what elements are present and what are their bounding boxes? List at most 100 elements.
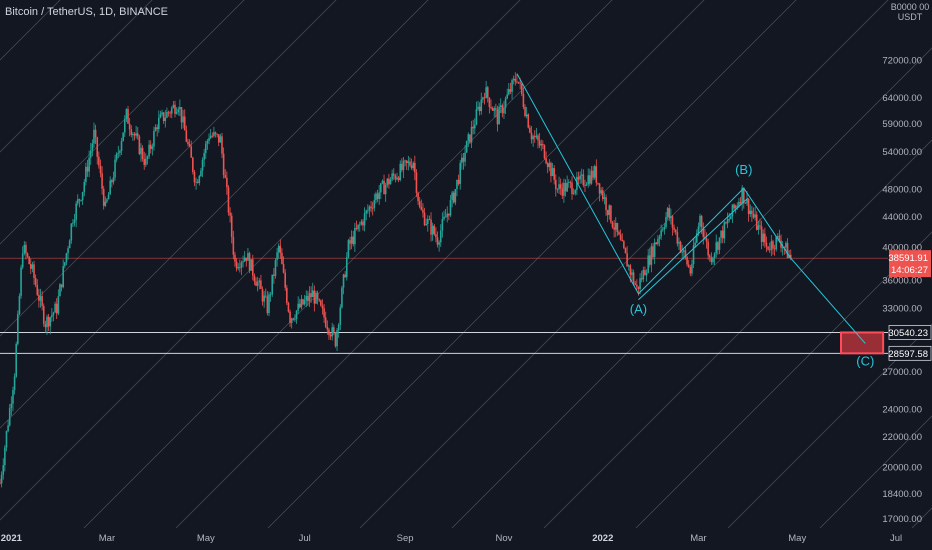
candle-body — [125, 109, 128, 119]
candle-body — [410, 165, 413, 169]
candle-body — [755, 214, 758, 230]
candle-body — [250, 259, 252, 271]
candle-body — [104, 201, 107, 206]
candle-body — [648, 255, 651, 265]
candle-body — [710, 257, 713, 263]
candle-body — [525, 114, 528, 117]
candle-body — [295, 310, 298, 320]
candle-body — [556, 189, 559, 190]
price-tick-label: 18400.00 — [882, 489, 922, 500]
candle-body — [303, 300, 306, 305]
candle-body — [243, 257, 246, 262]
candle-body — [98, 156, 100, 166]
candlestick-series — [0, 72, 792, 488]
candle-body — [770, 241, 773, 251]
candle-body — [209, 135, 212, 139]
time-axis[interactable]: 2021 Mar May Jul Sep Nov 2022 Mar May Jul — [1, 533, 902, 544]
candle-body — [428, 219, 431, 220]
candle-body — [211, 135, 214, 137]
candle-body — [496, 109, 499, 125]
candle-body — [313, 290, 316, 304]
candle-body — [564, 182, 567, 192]
candle-body — [537, 135, 539, 141]
level-badge-label: 28597.58 — [888, 349, 928, 360]
candle-body — [328, 329, 330, 335]
candle-body — [674, 229, 677, 233]
candle-body — [684, 250, 687, 257]
candle-body — [51, 314, 53, 318]
candle-body — [4, 447, 6, 466]
time-tick-label: Mar — [99, 533, 115, 544]
wave-path — [516, 73, 866, 344]
candle-body — [149, 144, 152, 149]
candle-body — [159, 114, 162, 118]
candle-body — [658, 236, 661, 240]
candle-body — [17, 314, 19, 344]
candle-body — [240, 262, 243, 268]
candle-body — [307, 296, 309, 302]
candle-body — [133, 133, 136, 136]
candle-body — [551, 168, 554, 177]
candle-body — [94, 129, 97, 138]
candle-body — [470, 126, 473, 143]
candle-body — [744, 202, 747, 204]
candle-body — [329, 334, 332, 337]
candle-body — [665, 216, 667, 228]
candle-body — [146, 156, 149, 159]
candle-body — [179, 107, 181, 110]
candle-body — [443, 216, 445, 220]
candle-body — [318, 299, 321, 301]
candle-body — [263, 295, 265, 302]
candle-body — [728, 219, 730, 220]
candle-body — [226, 177, 228, 188]
candle-body — [156, 127, 158, 130]
candle-body — [196, 181, 199, 183]
candle-body — [279, 245, 282, 253]
candle-body — [508, 89, 510, 95]
candle-body — [687, 264, 690, 267]
candle-body — [692, 245, 695, 265]
countdown-label: 14:06:27 — [891, 265, 928, 276]
channel-line — [267, 0, 797, 529]
time-tick-label: Jul — [299, 533, 311, 544]
time-tick-label: May — [197, 533, 215, 544]
candle-body — [154, 127, 157, 131]
candle-body — [529, 127, 531, 133]
candle-body — [232, 237, 235, 255]
candle-body — [333, 327, 335, 333]
candle-body — [18, 295, 21, 315]
candle-body — [430, 219, 432, 235]
channel-line — [0, 0, 337, 337]
price-axis[interactable]: 72000.00 64000.00 59000.00 54000.00 48000.00… — [882, 56, 932, 525]
candle-body — [93, 129, 95, 144]
candle-body — [486, 87, 489, 98]
candle-body — [415, 172, 418, 193]
candle-body — [512, 78, 515, 81]
candle-body — [394, 175, 397, 180]
candle-body — [183, 116, 186, 131]
candle-body — [114, 159, 116, 178]
candle-body — [765, 242, 768, 247]
candle-body — [657, 239, 659, 245]
candle-body — [402, 160, 405, 171]
candle-body — [699, 216, 701, 227]
candle-body — [610, 205, 612, 223]
candle-body — [187, 141, 189, 144]
candle-body — [8, 407, 11, 426]
channel-line — [359, 0, 889, 529]
candle-body — [102, 188, 105, 206]
candle-body — [717, 242, 719, 250]
candle-body — [772, 241, 774, 249]
candle-body — [2, 465, 5, 475]
candle-body — [488, 97, 491, 107]
candle-body — [323, 308, 325, 318]
candle-body — [167, 111, 170, 113]
candle-body — [457, 179, 460, 184]
candle-body — [141, 147, 144, 160]
price-tick-label: 72000.00 — [882, 56, 922, 67]
price-tick-label: 33000.00 — [882, 303, 922, 314]
candle-body — [128, 123, 131, 130]
candle-body — [164, 117, 167, 122]
candle-body — [370, 206, 372, 208]
